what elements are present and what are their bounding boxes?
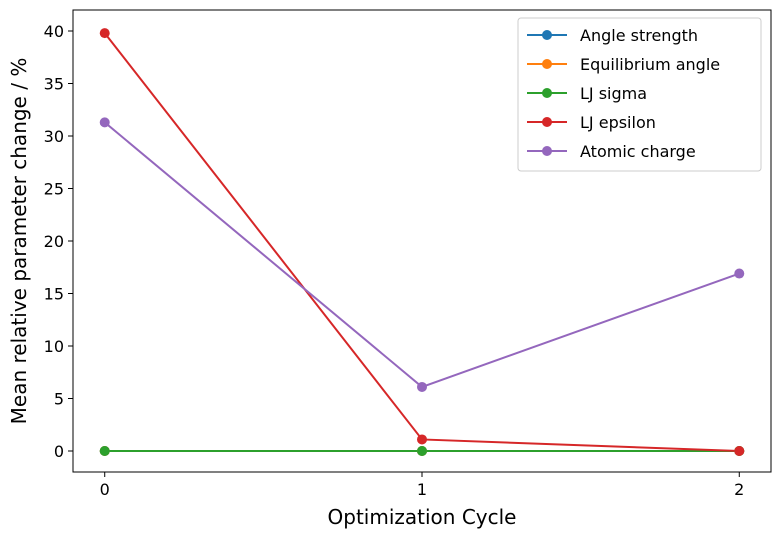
x-tick-label: 0 [100,480,110,499]
data-point-lj-epsilon [734,446,745,456]
legend-label: LJ epsilon [580,113,656,132]
legend-marker [542,59,552,69]
y-axis-ticks: 0 5 10 15 20 25 30 35 40 [44,22,73,461]
y-tick-label: 25 [44,180,64,199]
legend-label: Atomic charge [580,142,696,161]
series-markers [99,28,745,456]
legend-marker [542,146,552,156]
data-point-lj-epsilon [417,434,427,445]
x-tick-label: 2 [734,480,744,499]
legend-label: Angle strength [580,26,698,45]
legend-marker [542,117,552,127]
data-point-lj-epsilon [99,28,110,39]
legend: Angle strength Equilibrium angle LJ sigma L… [517,17,762,172]
data-point-atomic-charge [734,268,745,279]
legend-label: LJ sigma [580,84,647,103]
y-tick-label: 35 [44,75,64,94]
y-tick-label: 40 [44,22,64,41]
legend-marker [542,30,552,40]
y-axis-label: Mean relative parameter change / % [7,58,31,425]
x-tick-label: 1 [417,480,427,499]
data-point-lj-sigma [99,446,110,456]
y-tick-label: 10 [44,337,64,356]
data-point-lj-sigma [417,446,427,456]
x-axis-label: Optimization Cycle [328,505,517,529]
y-tick-label: 15 [44,285,64,304]
data-point-atomic-charge [99,117,110,128]
x-axis-ticks: 0 1 2 [100,472,744,499]
data-point-atomic-charge [417,381,427,392]
y-tick-label: 20 [44,232,64,251]
y-tick-label: 30 [44,127,64,146]
y-tick-label: 0 [54,442,64,461]
legend-marker [542,88,552,98]
legend-label: Equilibrium angle [580,55,720,74]
legend-frame [517,17,762,172]
y-tick-label: 5 [54,390,64,409]
